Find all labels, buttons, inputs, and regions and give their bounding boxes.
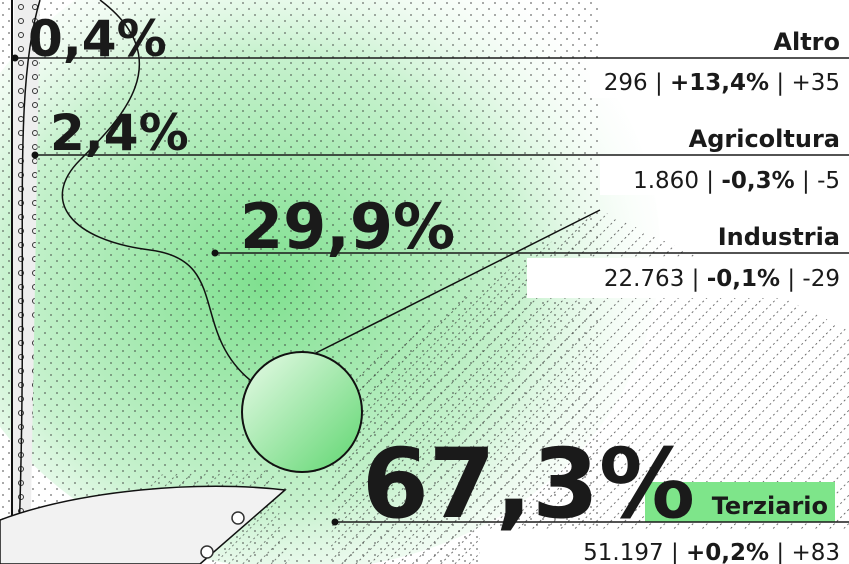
change-percent: +13,4% — [670, 70, 769, 96]
value-lines: 296 | +13,4% | +35 1.860 | -0,3% | -5 22.7… — [583, 70, 840, 564]
value-line: 1.860 | -0,3% | -5 — [633, 168, 840, 194]
share-label: 29,9% — [240, 190, 455, 263]
count: 51.197 — [583, 540, 663, 564]
change: +83 — [791, 540, 840, 564]
sector-name: Altro — [773, 28, 840, 56]
separator: | — [671, 540, 679, 564]
change-percent: +0,2% — [686, 540, 769, 564]
value-line: 51.197 | +0,2% | +83 — [583, 540, 840, 564]
change: -29 — [802, 266, 840, 292]
change-percent: -0,3% — [721, 168, 794, 194]
leader-lines — [11, 54, 849, 526]
value-line: 22.763 | -0,1% | -29 — [604, 266, 840, 292]
sector-name: Industria — [718, 223, 840, 251]
value-line: 296 | +13,4% | +35 — [604, 70, 840, 96]
change: +35 — [791, 70, 840, 96]
separator: | — [776, 70, 784, 96]
count: 296 — [604, 70, 648, 96]
separator: | — [802, 168, 810, 194]
separator: | — [787, 266, 795, 292]
count: 1.860 — [633, 168, 699, 194]
count: 22.763 — [604, 266, 684, 292]
separator: | — [692, 266, 700, 292]
share-label: 2,4% — [50, 104, 189, 162]
sector-name: Agricoltura — [689, 125, 840, 153]
share-label: 0,4% — [28, 10, 167, 68]
share-label: 67,3% — [362, 428, 695, 540]
separator: | — [655, 70, 663, 96]
change-percent: -0,1% — [707, 266, 780, 292]
separator: | — [776, 540, 784, 564]
change: -5 — [817, 168, 840, 194]
separator: | — [706, 168, 714, 194]
sector-name: Terziario — [712, 492, 828, 520]
